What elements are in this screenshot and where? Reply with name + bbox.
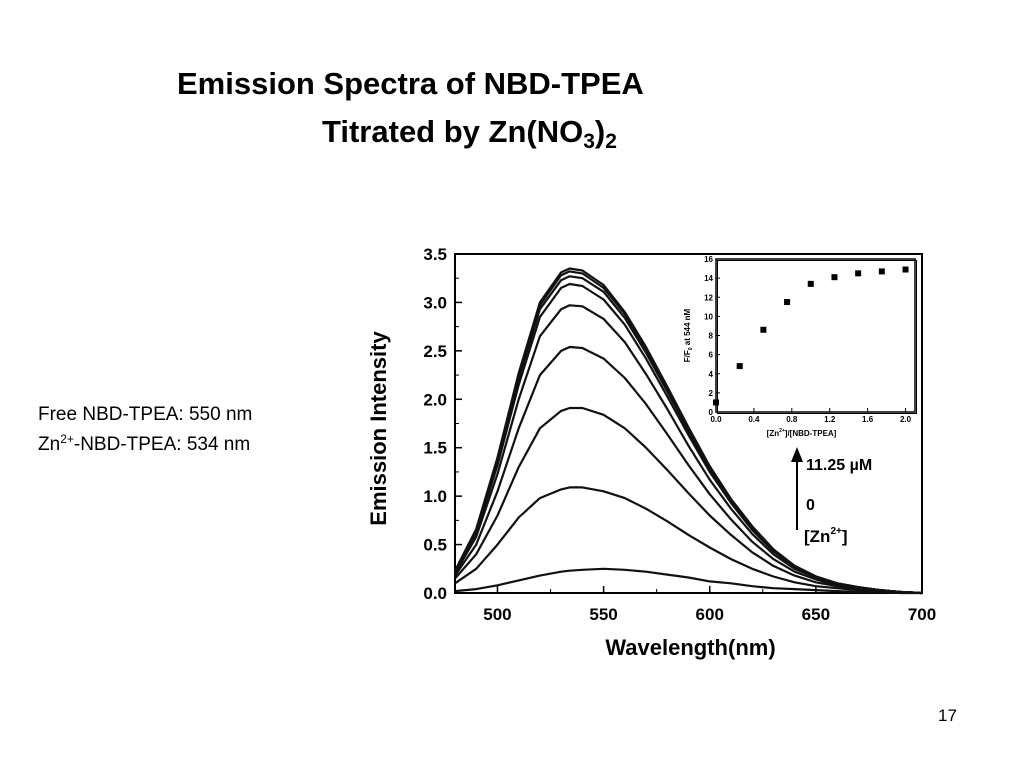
y-tick-label: 1.5 — [423, 439, 447, 458]
titration-arrowhead — [791, 447, 803, 462]
x-tick-label: 700 — [908, 605, 936, 624]
inset-x-tick-label: 1.2 — [824, 415, 836, 424]
inset-data-point — [878, 268, 885, 275]
inset-frame — [715, 258, 916, 413]
inset-x-tick-label: 1.6 — [862, 415, 874, 424]
x-tick-label: 550 — [589, 605, 617, 624]
inset-y-tick-label: 12 — [704, 293, 713, 302]
x-tick-label: 650 — [802, 605, 830, 624]
y-tick-label: 1.0 — [423, 487, 447, 506]
y-tick-label: 2.0 — [423, 390, 447, 409]
arrow-top-label: 11.25 µM — [806, 457, 872, 474]
inset-x-tick-label: 0.0 — [710, 415, 722, 424]
inset-y-tick-label: 0 — [709, 408, 714, 417]
arrow-bottom-label: 0 — [806, 497, 815, 514]
inset-data-point — [831, 274, 838, 281]
y-tick-label: 2.5 — [423, 342, 447, 361]
inset-y-tick-label: 14 — [704, 274, 713, 283]
inset-y-tick-label: 4 — [709, 370, 714, 379]
y-axis-label: Emission Intensity — [366, 331, 391, 526]
slide-title-line2: Titrated by Zn(NO3)2 — [322, 114, 617, 153]
inset-x-axis-label: [Zn2+]/[NBD-TPEA] — [767, 428, 837, 438]
free-ligand-note: Free NBD-TPEA: 550 nm — [38, 404, 253, 425]
inset-x-tick-label: 2.0 — [900, 415, 912, 424]
inset-x-tick-label: 0.8 — [786, 415, 798, 424]
spectrum-line-2 — [454, 486, 923, 595]
inset-data-point — [855, 270, 862, 277]
y-tick-label: 0.5 — [423, 536, 447, 555]
inset-data-point — [713, 399, 719, 406]
inset-data-point — [902, 266, 909, 273]
y-tick-label: 0.0 — [423, 584, 447, 603]
complex-note: Zn2+-NBD-TPEA: 534 nm — [38, 432, 251, 455]
inset-y-axis-label: F/F0 at 544 nM — [683, 308, 694, 362]
inset-y-tick-label: 10 — [704, 312, 713, 321]
x-axis-label: Wavelength(nm) — [605, 635, 775, 660]
x-tick-label: 500 — [483, 605, 511, 624]
inset-data-point — [784, 299, 791, 306]
inset-plot: 0 2 4 6 8 10 12 14 16 0.0 0.4 0.8 1.2 1.6 2.0 [Zn2+]/[N… — [683, 255, 917, 438]
spectrum-line-9 — [454, 267, 923, 595]
inset-y-tick-label: 16 — [704, 255, 713, 264]
y-tick-label: 3.5 — [423, 245, 447, 264]
inset-data-point — [760, 326, 767, 333]
arrow-caption: [Zn2+] — [804, 526, 848, 546]
titration-annotation: 11.25 µM 0 [Zn2+] — [791, 447, 872, 546]
inset-y-tick-label: 6 — [709, 351, 714, 360]
slide-title-line1: Emission Spectra of NBD-TPEA — [177, 66, 644, 101]
page-number: 17 — [938, 706, 957, 725]
y-tick-label: 3.0 — [423, 293, 447, 312]
x-tick-label: 600 — [696, 605, 724, 624]
inset-x-tick-label: 0.4 — [748, 415, 760, 424]
inset-frame-shadow — [717, 260, 917, 414]
inset-y-tick-label: 8 — [709, 332, 714, 341]
inset-data-point — [807, 280, 814, 287]
inset-y-tick-label: 2 — [709, 389, 714, 398]
spectrum-line-1 — [454, 567, 922, 595]
inset-data-point — [736, 363, 743, 370]
